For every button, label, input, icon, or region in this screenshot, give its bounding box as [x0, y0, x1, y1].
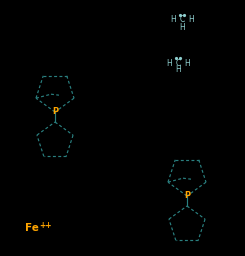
Text: C: C	[179, 16, 185, 25]
Text: H: H	[179, 23, 185, 31]
Text: H: H	[188, 16, 194, 25]
Text: C: C	[175, 59, 181, 68]
Text: P: P	[52, 108, 58, 116]
Text: H: H	[184, 59, 190, 68]
Text: H: H	[175, 66, 181, 74]
Text: ++: ++	[39, 220, 51, 229]
Text: Fe: Fe	[25, 223, 39, 233]
Text: H: H	[166, 59, 172, 68]
Text: H: H	[170, 16, 176, 25]
Text: P: P	[184, 191, 190, 200]
